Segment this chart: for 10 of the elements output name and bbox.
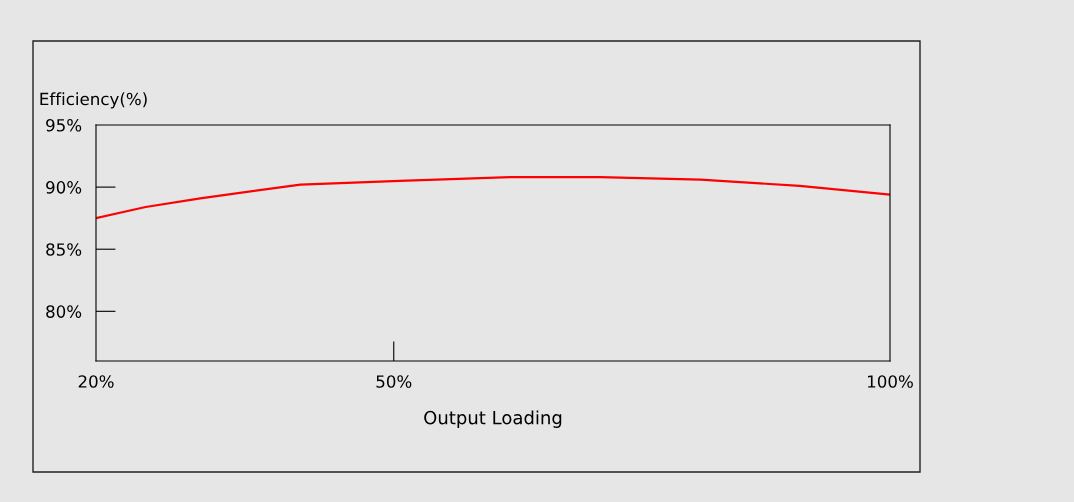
line-series (96, 176, 890, 220)
y-tick-label: 80% (46, 305, 82, 318)
x-tick-label: 20% (78, 375, 114, 388)
x-tick-label: 50% (376, 375, 412, 388)
y-tick-label: 95% (46, 118, 82, 132)
y-tick-label: 85% (46, 243, 82, 256)
y-tick-label: 90% (46, 181, 82, 194)
x-axis-title: Output Loading (424, 410, 562, 428)
y-axis-title: Efficiency(%) (40, 92, 147, 109)
x-tick-label: 100% (868, 375, 913, 388)
